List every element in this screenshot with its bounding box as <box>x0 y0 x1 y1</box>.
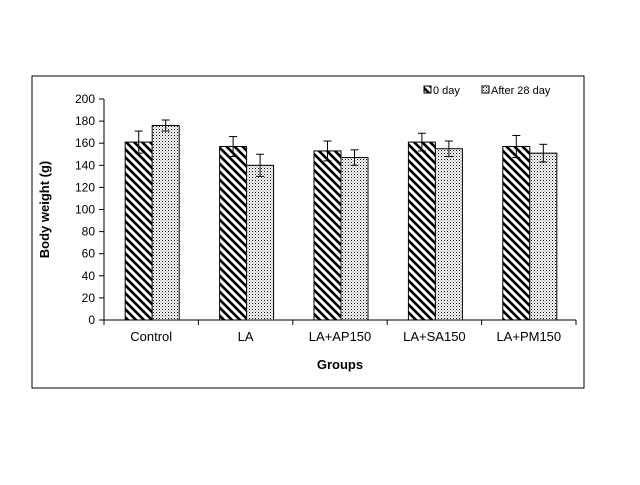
bar-day0-3 <box>407 141 436 321</box>
bar-day28-3 <box>434 148 463 321</box>
x-tick-label: Control <box>130 329 172 344</box>
outer-border <box>31 75 585 389</box>
bar-day0-1 <box>219 146 248 321</box>
bar-day0-2 <box>313 150 342 321</box>
y-axis-title: Body weight (g) <box>37 161 52 259</box>
legend-label-day0: 0 day <box>433 85 460 97</box>
y-tick-label: 0 <box>88 313 95 327</box>
x-tick-label: LA <box>238 329 254 344</box>
bar-day28-4 <box>529 152 558 321</box>
x-tick-label: LA+SA150 <box>403 329 466 344</box>
y-tick-label: 140 <box>75 158 95 172</box>
y-tick-label: 180 <box>75 114 95 128</box>
legend-swatch-day28 <box>481 85 490 94</box>
y-tick-label: 100 <box>75 203 95 217</box>
bar-day28-0 <box>151 125 180 321</box>
legend-label-day28: After 28 day <box>491 85 551 97</box>
y-tick-label: 20 <box>82 291 96 305</box>
y-tick-label: 160 <box>75 136 95 150</box>
y-tick-label: 200 <box>75 92 95 106</box>
legend-swatch-day0 <box>423 85 432 94</box>
x-tick-label: LA+PM150 <box>496 329 561 344</box>
bar-day0-4 <box>502 146 531 321</box>
bar-day28-2 <box>340 157 369 321</box>
y-tick-label: 60 <box>82 247 96 261</box>
x-axis-title: Groups <box>317 357 363 372</box>
y-tick-label: 80 <box>82 225 96 239</box>
x-tick-label: LA+AP150 <box>309 329 372 344</box>
y-tick-label: 40 <box>82 269 96 283</box>
bar-day0-0 <box>124 141 153 321</box>
y-tick-label: 120 <box>75 180 95 194</box>
bar-day28-1 <box>246 164 275 321</box>
